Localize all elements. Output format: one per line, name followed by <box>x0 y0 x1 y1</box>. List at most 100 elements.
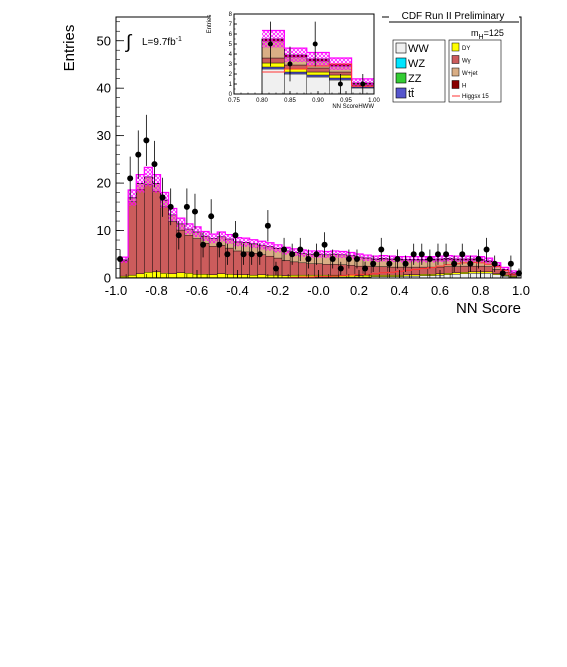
inset-data-point <box>267 41 273 47</box>
main-bar <box>184 235 194 274</box>
main-uncertainty-bin <box>168 208 177 222</box>
main-bar <box>451 266 461 273</box>
main-bar <box>184 273 194 278</box>
main-data-point <box>191 208 198 215</box>
main-bar <box>127 201 137 276</box>
main-uncertainty-bin <box>152 174 161 193</box>
main-data-point <box>216 241 223 248</box>
main-x-ticks: -1.0 -0.8 -0.6 -0.4 -0.2 -0.0 0.2 0.4 0.6 0.8 1.0 <box>105 270 530 298</box>
main-x-tick-label: -0.4 <box>226 283 248 298</box>
run-title: CDF Run II Preliminary <box>402 11 505 22</box>
main-uncertainty-bin <box>346 252 355 259</box>
inset-bar <box>284 64 307 70</box>
main-bar <box>176 272 186 278</box>
main-x-tick-label: -0.2 <box>267 283 289 298</box>
main-uncertainty-bin <box>273 244 283 253</box>
main-uncertainty-bin <box>249 239 258 248</box>
inset-uncertainty-bin <box>284 48 307 62</box>
inset-y-tick-label: 5 <box>229 42 233 48</box>
main-x-tick-label: -1.0 <box>105 283 127 298</box>
legend-swatch <box>395 42 407 54</box>
main-data-point <box>418 251 425 258</box>
main-bar <box>168 273 177 278</box>
main-bar <box>370 274 380 277</box>
main-bar <box>460 272 469 274</box>
main-uncertainty-bin <box>379 255 388 262</box>
svg-text:L=9.7fb-1: L=9.7fb-1 <box>142 36 182 48</box>
main-uncertainty-bin <box>306 250 315 258</box>
integral-sign: ∫ <box>125 32 133 53</box>
inset-bar <box>284 71 307 75</box>
main-x-tick-label: -0.6 <box>186 283 208 298</box>
main-data-point <box>143 137 150 144</box>
inset-x-ticks: 0.75 0.80 0.85 0.90 0.95 1.00 <box>228 91 380 104</box>
legend-label: W+jet <box>462 71 478 77</box>
inset-data-point <box>312 41 318 47</box>
legend-label: WW <box>408 43 429 55</box>
main-bar <box>217 273 226 278</box>
inset-bar <box>261 57 285 64</box>
main-data-point <box>353 256 360 263</box>
main-uncertainty-bin <box>387 256 396 262</box>
main-x-axis-label: NN Score <box>456 300 521 317</box>
main-data-point <box>256 251 263 258</box>
inset-bar <box>306 67 330 73</box>
main-uncertainty-bin <box>241 238 250 247</box>
main-uncertainty-bin <box>330 250 339 258</box>
legend-swatch <box>451 67 460 77</box>
inset-y-tick-label: 1 <box>229 82 233 88</box>
main-data-point <box>183 203 190 210</box>
main-bar <box>265 255 275 276</box>
main-data-point <box>345 256 352 263</box>
main-y-tick-label: 40 <box>97 81 111 96</box>
inset-data-point <box>360 81 366 87</box>
inset-y-axis-label: Entries <box>207 15 213 34</box>
main-y-tick-label: 30 <box>97 128 111 143</box>
main-bar <box>127 274 137 278</box>
main-data-point <box>289 251 296 258</box>
main-data-point <box>515 270 522 277</box>
main-data-point <box>127 175 134 182</box>
main-bar <box>168 221 177 274</box>
main-bar <box>451 272 461 275</box>
main-bar <box>427 274 437 276</box>
legend-swatch <box>395 57 407 69</box>
main-uncertainty-bin <box>201 231 210 242</box>
main-bar <box>281 275 291 278</box>
main-bar <box>257 254 267 275</box>
main-uncertainty-bin <box>298 249 307 257</box>
main-data-point <box>232 232 239 239</box>
main-bar <box>241 274 250 278</box>
main-y-tick-label: 20 <box>97 176 111 191</box>
main-uncertainty-bin <box>136 174 145 193</box>
main-data-point <box>402 260 409 267</box>
main-x-tick-label: -0.0 <box>307 283 329 298</box>
main-data-point <box>337 265 344 272</box>
main-uncertainty-bin <box>411 256 420 263</box>
main-uncertainty-bin <box>363 255 372 262</box>
main-bar <box>200 274 210 278</box>
mass-label-sub: H <box>479 34 484 41</box>
legend-label: tt̄ <box>408 88 414 100</box>
main-data-point <box>475 256 482 263</box>
main-uncertainty-bin <box>176 218 185 230</box>
main-data-point <box>451 260 458 267</box>
main-uncertainty-bin <box>484 258 493 264</box>
main-data-point <box>313 251 320 258</box>
main-uncertainty-bin <box>435 256 445 262</box>
legend-swatch <box>395 72 407 84</box>
main-data-point <box>135 151 142 158</box>
main-bar <box>192 238 202 275</box>
main-bar <box>257 274 267 278</box>
inset-x-tick-label: 0.75 <box>228 98 240 104</box>
main-bar <box>200 243 210 275</box>
main-uncertainty-bin <box>322 251 331 259</box>
main-bar <box>160 206 169 274</box>
inset-y-tick-label: 6 <box>229 32 233 38</box>
main-uncertainty-bin <box>265 242 274 251</box>
main-x-tick-label: 0.2 <box>350 283 368 298</box>
main-data-point <box>224 251 231 258</box>
main-bar <box>362 274 372 278</box>
main-uncertainty-bin <box>460 256 469 262</box>
